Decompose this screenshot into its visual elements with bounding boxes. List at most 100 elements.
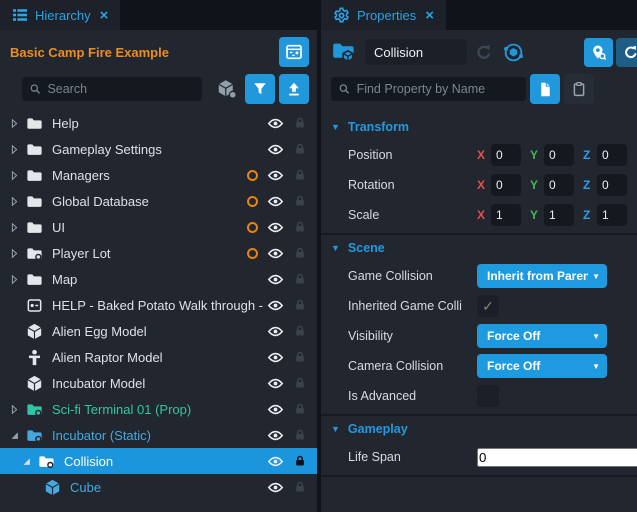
scale-y-input[interactable] xyxy=(544,204,574,226)
eye-icon[interactable] xyxy=(267,479,284,496)
pin-search-icon xyxy=(590,44,607,61)
tree-item-collision[interactable]: Collision xyxy=(0,448,317,474)
paste-properties-button[interactable] xyxy=(564,74,594,104)
hierarchy-searchbox[interactable] xyxy=(22,77,202,101)
tree-item-incubator-model[interactable]: Incubator Model xyxy=(0,370,317,396)
lock-icon[interactable] xyxy=(293,116,307,130)
lock-icon[interactable] xyxy=(293,428,307,442)
expand-arrow-icon[interactable] xyxy=(8,169,26,182)
game-collision-dropdown[interactable]: Inherit from Parent ▼ xyxy=(477,264,607,288)
lock-icon[interactable] xyxy=(293,142,307,156)
filter-button[interactable] xyxy=(245,74,275,104)
tree-item-scifi-terminal[interactable]: Sci-fi Terminal 01 (Prop) xyxy=(0,396,317,422)
section-transform-header[interactable]: ▼ Transform xyxy=(331,120,410,134)
section-gameplay-header[interactable]: ▼ Gameplay xyxy=(331,422,408,436)
undo-icon[interactable] xyxy=(475,43,493,61)
inherited-game-collision-checkbox[interactable]: ✓ xyxy=(477,295,499,317)
eye-icon[interactable] xyxy=(267,219,284,236)
lock-icon[interactable] xyxy=(293,324,307,338)
lock-icon[interactable] xyxy=(293,454,307,468)
expand-arrow-icon[interactable] xyxy=(8,273,26,286)
eye-icon[interactable] xyxy=(267,115,284,132)
lock-icon[interactable] xyxy=(293,480,307,494)
eye-icon[interactable] xyxy=(267,375,284,392)
expand-arrow-icon[interactable] xyxy=(8,117,26,130)
axis-z-label: Z xyxy=(583,148,591,162)
tree-item-ui[interactable]: UI xyxy=(0,214,317,240)
tree-item-map[interactable]: Map xyxy=(0,266,317,292)
expand-arrow-icon[interactable] xyxy=(8,221,26,234)
copy-properties-button[interactable] xyxy=(530,74,560,104)
network-context-icon[interactable] xyxy=(503,42,524,63)
axis-x-label: X xyxy=(477,178,486,192)
hierarchy-search-input[interactable] xyxy=(47,82,195,96)
scale-x-input[interactable] xyxy=(491,204,521,226)
lock-icon[interactable] xyxy=(293,194,307,208)
scale-z-input[interactable] xyxy=(597,204,627,226)
eye-icon[interactable] xyxy=(267,245,284,262)
lock-icon[interactable] xyxy=(293,376,307,390)
lock-icon[interactable] xyxy=(293,246,307,260)
eye-icon[interactable] xyxy=(267,349,284,366)
tab-hierarchy[interactable]: Hierarchy × xyxy=(0,0,121,30)
find-in-scene-button[interactable] xyxy=(584,37,613,67)
tree-item-incubator-static[interactable]: Incubator (Static) xyxy=(0,422,317,448)
tree-item-cube[interactable]: Cube xyxy=(0,474,317,500)
property-search-input[interactable] xyxy=(356,82,519,96)
expand-arrow-icon[interactable] xyxy=(8,403,26,416)
hierarchy-search-row xyxy=(0,68,317,104)
tree-item-help[interactable]: Help xyxy=(0,110,317,136)
eye-icon[interactable] xyxy=(267,193,284,210)
lock-icon[interactable] xyxy=(293,272,307,286)
expand-arrow-icon[interactable] xyxy=(8,143,26,156)
eye-icon[interactable] xyxy=(267,271,284,288)
tree-item-player-lot[interactable]: Player Lot xyxy=(0,240,317,266)
rotation-z-input[interactable] xyxy=(597,174,627,196)
position-y-input[interactable] xyxy=(544,144,574,166)
position-z-input[interactable] xyxy=(597,144,627,166)
expand-arrow-icon[interactable] xyxy=(8,247,26,260)
collapse-all-button[interactable] xyxy=(279,74,309,104)
property-searchbox[interactable] xyxy=(331,77,526,101)
lock-icon[interactable] xyxy=(293,350,307,364)
eye-icon[interactable] xyxy=(267,167,284,184)
is-advanced-checkbox[interactable] xyxy=(477,385,499,407)
eye-icon[interactable] xyxy=(267,297,284,314)
section-scene-header[interactable]: ▼ Scene xyxy=(331,241,385,255)
close-icon[interactable]: × xyxy=(99,6,109,24)
tab-properties[interactable]: Properties × xyxy=(321,0,447,30)
rotation-x-input[interactable] xyxy=(491,174,521,196)
expand-arrow-icon[interactable] xyxy=(8,195,26,208)
lock-icon[interactable] xyxy=(293,168,307,182)
window-icon xyxy=(285,43,303,61)
collapse-arrow-icon[interactable] xyxy=(20,455,38,468)
lock-icon[interactable] xyxy=(293,402,307,416)
object-name-input[interactable] xyxy=(365,39,467,65)
tree-item-gameplay-settings[interactable]: Gameplay Settings xyxy=(0,136,317,162)
properties-tabbar: Properties × xyxy=(321,0,637,30)
revert-button[interactable] xyxy=(616,37,637,67)
close-icon[interactable]: × xyxy=(425,6,435,24)
position-x-input[interactable] xyxy=(491,144,521,166)
eye-icon[interactable] xyxy=(267,323,284,340)
tree-item-global-database[interactable]: Global Database xyxy=(0,188,317,214)
eye-icon[interactable] xyxy=(267,427,284,444)
collapse-arrow-icon[interactable] xyxy=(8,429,26,442)
eye-icon[interactable] xyxy=(267,401,284,418)
tree-item-alien-raptor-model[interactable]: Alien Raptor Model xyxy=(0,344,317,370)
lock-icon[interactable] xyxy=(293,298,307,312)
level-settings-button[interactable] xyxy=(279,37,309,67)
camera-collision-dropdown[interactable]: Force Off ▼ xyxy=(477,354,607,378)
rotation-y-input[interactable] xyxy=(544,174,574,196)
life-span-input[interactable] xyxy=(477,447,637,467)
tree-item-alien-egg-model[interactable]: Alien Egg Model xyxy=(0,318,317,344)
tree-item-help-billboard[interactable]: HELP - Baked Potato Walk through - xyxy=(0,292,317,318)
axis-y-label: Y xyxy=(530,148,539,162)
lock-icon[interactable] xyxy=(293,220,307,234)
group-objects-button[interactable] xyxy=(213,75,241,103)
eye-icon[interactable] xyxy=(267,453,284,470)
tree-item-managers[interactable]: Managers xyxy=(0,162,317,188)
property-row-is-advanced: Is Advanced xyxy=(321,381,637,411)
visibility-dropdown[interactable]: Force Off ▼ xyxy=(477,324,607,348)
eye-icon[interactable] xyxy=(267,141,284,158)
